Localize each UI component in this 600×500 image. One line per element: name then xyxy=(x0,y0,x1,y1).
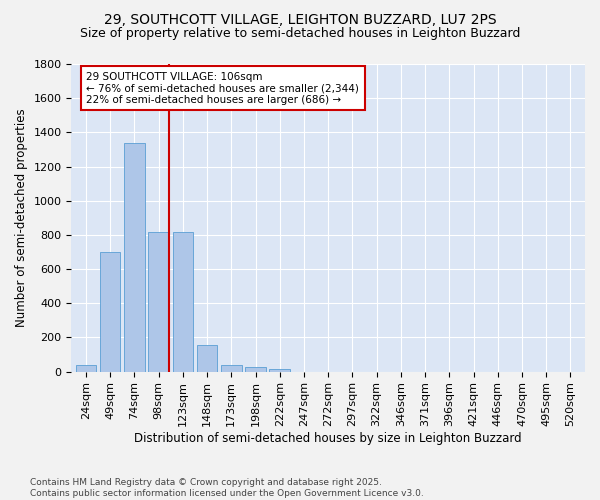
Bar xyxy=(221,365,242,372)
Bar xyxy=(269,369,290,372)
Text: 29 SOUTHCOTT VILLAGE: 106sqm
← 76% of semi-detached houses are smaller (2,344)
2: 29 SOUTHCOTT VILLAGE: 106sqm ← 76% of se… xyxy=(86,72,359,105)
X-axis label: Distribution of semi-detached houses by size in Leighton Buzzard: Distribution of semi-detached houses by … xyxy=(134,432,522,445)
Text: Size of property relative to semi-detached houses in Leighton Buzzard: Size of property relative to semi-detach… xyxy=(80,28,520,40)
Bar xyxy=(245,368,266,372)
Bar xyxy=(173,232,193,372)
Bar xyxy=(197,345,217,372)
Bar xyxy=(76,365,96,372)
Text: Contains HM Land Registry data © Crown copyright and database right 2025.
Contai: Contains HM Land Registry data © Crown c… xyxy=(30,478,424,498)
Bar xyxy=(124,142,145,372)
Bar xyxy=(148,232,169,372)
Bar xyxy=(100,252,121,372)
Text: 29, SOUTHCOTT VILLAGE, LEIGHTON BUZZARD, LU7 2PS: 29, SOUTHCOTT VILLAGE, LEIGHTON BUZZARD,… xyxy=(104,12,496,26)
Y-axis label: Number of semi-detached properties: Number of semi-detached properties xyxy=(15,108,28,327)
